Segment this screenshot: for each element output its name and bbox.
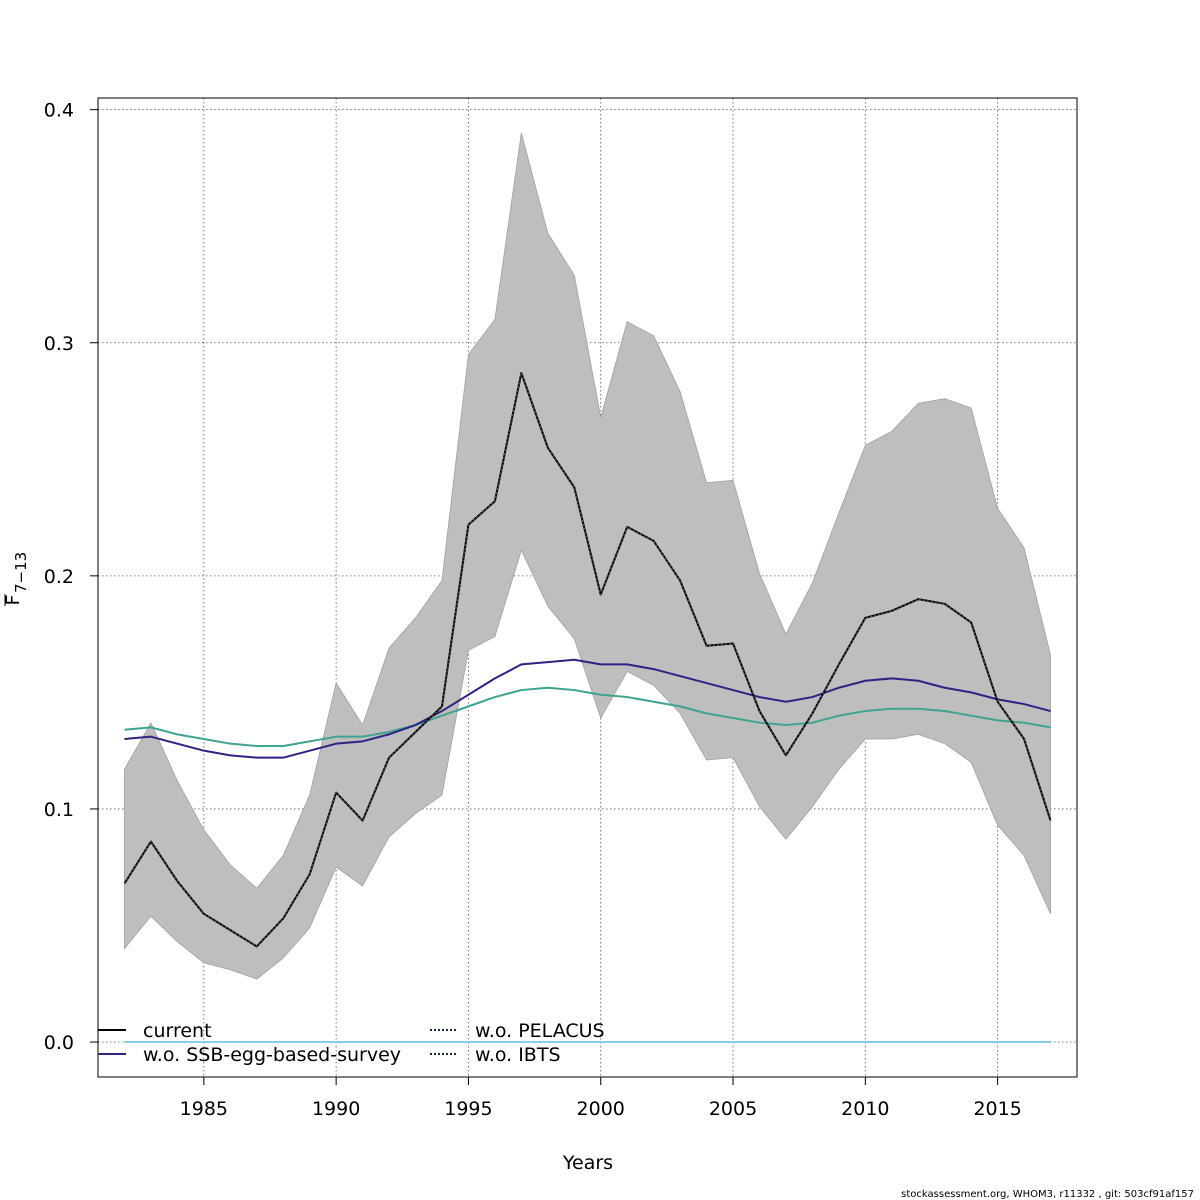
y-tick-label: 0.0 [44, 1032, 74, 1054]
y-tick-label: 0.4 [44, 100, 74, 122]
x-axis-ticks: 1985 1990 1995 2000 2005 2010 2015 [180, 1077, 1022, 1120]
y-axis-title-main: F [2, 595, 24, 606]
y-axis-title: F 7−13 [2, 552, 30, 606]
series-line-current-overlay [123, 370, 1052, 948]
x-tick-label: 2000 [577, 1098, 625, 1120]
legend-label: w.o. SSB-egg-based-survey [143, 1044, 401, 1066]
y-tick-label: 0.2 [44, 566, 74, 588]
x-tick-label: 1990 [312, 1098, 360, 1120]
x-tick-label: 2015 [973, 1098, 1021, 1120]
series-line-w-o-ssb-egg-based-survey [124, 658, 1051, 759]
x-axis-title: Years [562, 1152, 613, 1174]
y-tick-label: 0.3 [44, 333, 74, 355]
confidence-band [124, 132, 1051, 980]
legend-label: current [143, 1020, 212, 1042]
series-line-w-o-ibts [124, 686, 1051, 748]
confidence-band-layer [124, 132, 1051, 980]
legend-label: w.o. IBTS [475, 1044, 561, 1066]
x-tick-label: 2010 [841, 1098, 889, 1120]
x-tick-label: 2005 [709, 1098, 757, 1120]
y-tick-label: 0.1 [44, 799, 74, 821]
y-axis-ticks: 0.0 0.1 0.2 0.3 0.4 [44, 100, 98, 1054]
series-lines-layer [123, 370, 1052, 1044]
plot-frame [97, 97, 1078, 1078]
x-tick-label: 1995 [444, 1098, 492, 1120]
footer-note: stockassessment.org, WHOM3, r11332 , git… [901, 1189, 1194, 1200]
x-tick-label: 1985 [180, 1098, 228, 1120]
y-axis-title-subscript: 7−13 [12, 552, 30, 593]
legend-label: w.o. PELACUS [475, 1020, 605, 1042]
